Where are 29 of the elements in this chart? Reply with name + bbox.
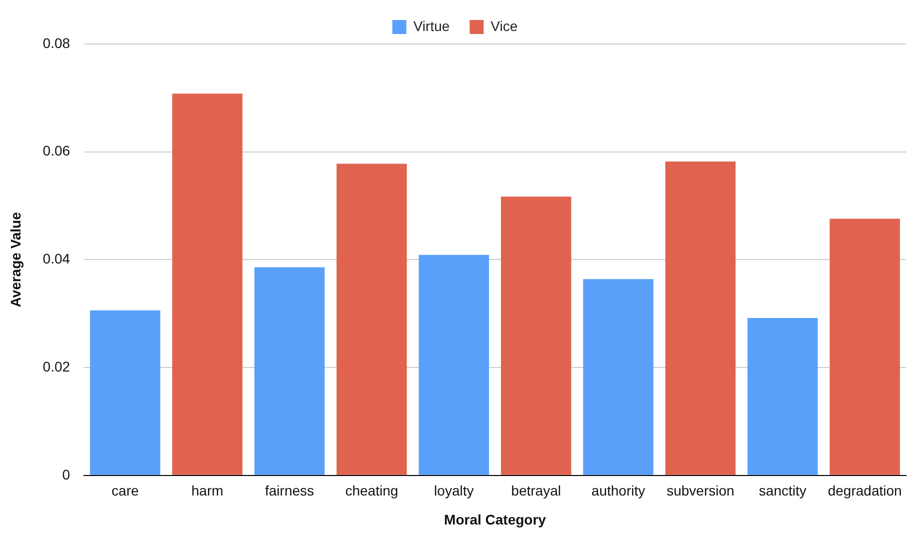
bar bbox=[830, 218, 900, 475]
x-axis-title: Moral Category bbox=[444, 511, 546, 528]
y-tick-label: 0.04 bbox=[42, 250, 70, 267]
bar bbox=[500, 196, 572, 475]
x-tick-label: betrayal bbox=[511, 482, 561, 499]
bar bbox=[90, 310, 160, 475]
y-tick-label: 0 bbox=[62, 466, 70, 482]
y-tick-label: 0.08 bbox=[42, 34, 70, 51]
bar bbox=[254, 267, 325, 475]
x-tick-label: subversion bbox=[666, 482, 734, 499]
bar bbox=[748, 318, 818, 475]
bar bbox=[172, 94, 242, 475]
bar bbox=[583, 279, 654, 475]
y-tick-label: 0.02 bbox=[42, 358, 70, 374]
x-tick-label: fairness bbox=[265, 482, 314, 499]
bar bbox=[665, 162, 736, 475]
bar bbox=[336, 164, 407, 475]
y-axis-title: Average Value bbox=[7, 212, 24, 308]
x-tick-label: degradation bbox=[828, 482, 902, 499]
x-tick-label: care bbox=[112, 482, 139, 499]
y-tick-label: 0.06 bbox=[42, 142, 70, 159]
bar bbox=[418, 254, 490, 475]
x-tick-label: authority bbox=[591, 482, 646, 499]
x-tick-label: loyalty bbox=[434, 482, 474, 499]
x-tick-label: sanctity bbox=[758, 482, 806, 499]
x-tick-label: harm bbox=[191, 482, 224, 499]
legend-label: Virtue bbox=[413, 18, 450, 34]
legend-label: Vice bbox=[490, 18, 518, 34]
x-tick-label: cheating bbox=[345, 482, 398, 499]
